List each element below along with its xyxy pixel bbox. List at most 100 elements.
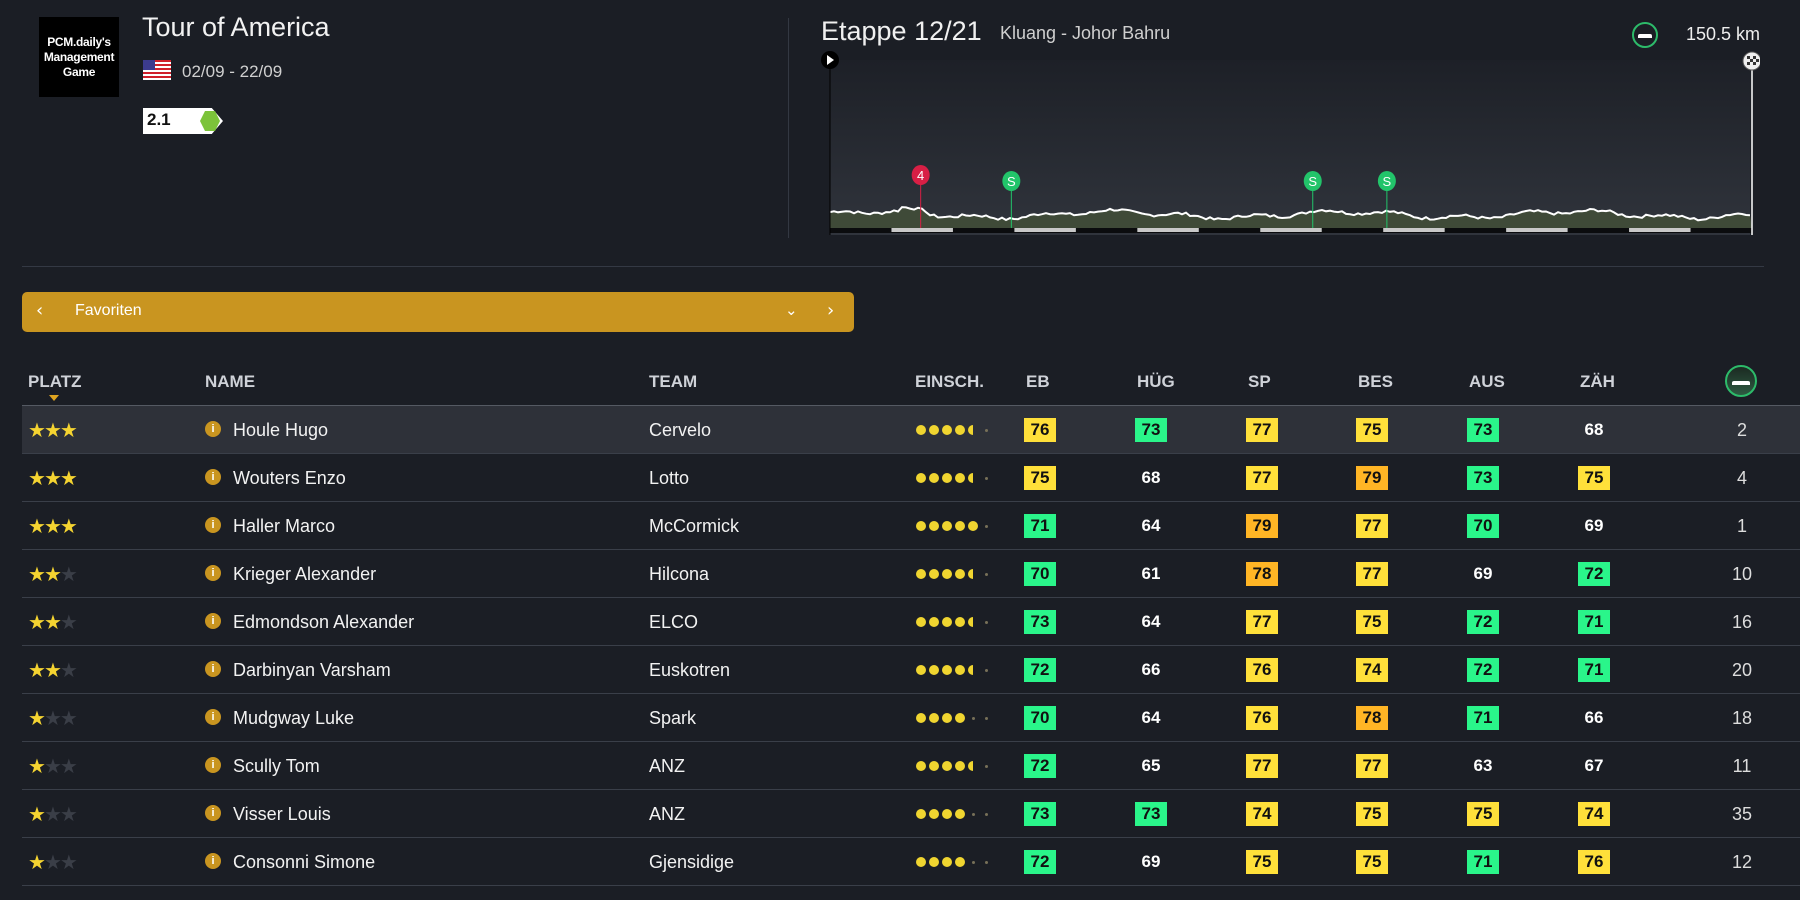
climb-marker-icon[interactable]: [911, 165, 930, 185]
stat-aus: 70: [1467, 514, 1499, 538]
table-row[interactable]: ★★★ i Haller Marco McCormick 71 64 79 77 70 6…: [22, 502, 1800, 550]
marker-label: S: [1007, 174, 1016, 189]
favorite-stars: ★★★: [28, 802, 78, 826]
rider-name[interactable]: Mudgway Luke: [233, 708, 355, 728]
team-name: Gjensidige: [649, 852, 735, 872]
divider: [22, 266, 1764, 267]
flat-rank: 18: [1731, 708, 1753, 728]
flat-rank-header-icon[interactable]: [1725, 365, 1757, 397]
stat-zah: 69: [1584, 516, 1604, 535]
flat-rank: 10: [1731, 564, 1753, 584]
header-hug[interactable]: HÜG: [1137, 372, 1175, 391]
rider-name[interactable]: Krieger Alexander: [233, 564, 377, 584]
rider-name[interactable]: Houle Hugo: [233, 420, 329, 440]
stat-bes: 75: [1356, 850, 1388, 874]
chevron-right-icon[interactable]: ›: [827, 300, 835, 321]
info-icon[interactable]: i: [205, 517, 221, 533]
favorite-stars: ★★★: [28, 850, 78, 874]
table-row[interactable]: ★★★ i Krieger Alexander Hilcona 70 61 78 77…: [22, 550, 1800, 598]
sort-desc-icon: [49, 395, 59, 401]
header-team[interactable]: TEAM: [649, 372, 698, 391]
stat-hug: 69: [1141, 852, 1161, 871]
chevron-left-icon[interactable]: ‹: [36, 300, 44, 321]
table-row[interactable]: ★★★ i Scully Tom ANZ 72 65 77 77 63 67 11: [22, 742, 1800, 790]
stat-zah: 67: [1584, 756, 1604, 775]
rating-dots: [915, 424, 992, 436]
team-name: Euskotren: [649, 660, 731, 680]
category-hex-icon: [200, 111, 220, 131]
rating-dots: [915, 856, 992, 868]
sprint-marker-icon[interactable]: [1002, 171, 1021, 191]
header-zah[interactable]: ZÄH: [1580, 372, 1615, 391]
stat-aus: 73: [1467, 466, 1499, 490]
table-row[interactable]: ★★★ i Darbinyan Varsham Euskotren 72 66 76…: [22, 646, 1800, 694]
stat-aus: 73: [1467, 418, 1499, 442]
team-name: ANZ: [649, 756, 685, 776]
stat-eb: 70: [1024, 706, 1056, 730]
info-icon[interactable]: i: [205, 421, 221, 437]
team-name: ANZ: [649, 804, 685, 824]
rider-name[interactable]: Haller Marco: [233, 516, 336, 536]
stat-zah: 74: [1578, 802, 1610, 826]
rating-dots: [915, 616, 992, 628]
sprint-marker-icon[interactable]: [1303, 171, 1322, 191]
stat-eb: 73: [1024, 802, 1056, 826]
stat-zah: 68: [1584, 420, 1604, 439]
info-icon[interactable]: i: [205, 853, 221, 869]
stat-zah: 66: [1584, 708, 1604, 727]
chevron-down-icon[interactable]: ⌄: [785, 301, 798, 319]
info-icon[interactable]: i: [205, 613, 221, 629]
header-platz[interactable]: PLATZ: [28, 372, 82, 391]
stage-distance: 150.5 km: [1686, 24, 1761, 44]
stat-zah: 76: [1578, 850, 1610, 874]
list-selector[interactable]: ‹ Favoriten ⌄ ›: [22, 292, 854, 332]
table-row[interactable]: ★★★ i Edmondson Alexander ELCO 73 64 77 75 7…: [22, 598, 1800, 646]
stat-eb: 72: [1024, 850, 1056, 874]
stat-bes: 77: [1356, 514, 1388, 538]
stat-sp: 77: [1246, 418, 1278, 442]
stat-sp: 77: [1246, 754, 1278, 778]
flat-rank: 2: [1736, 420, 1747, 440]
stat-eb: 71: [1024, 514, 1056, 538]
flat-rank: 11: [1732, 756, 1752, 776]
rider-name[interactable]: Visser Louis: [233, 804, 331, 824]
info-icon[interactable]: i: [205, 805, 221, 821]
favorite-stars: ★★★: [28, 466, 78, 490]
table-row[interactable]: ★★★ i Visser Louis ANZ 73 73 74 75 75 74 35: [22, 790, 1800, 838]
table-row[interactable]: ★★★ i Wouters Enzo Lotto 75 68 77 79 73 75 4: [22, 454, 1800, 502]
favorite-stars: ★★★: [28, 562, 78, 586]
category-label: 2.1: [147, 110, 171, 129]
header-einsch[interactable]: EINSCH.: [915, 372, 984, 391]
header-sp[interactable]: SP: [1248, 372, 1271, 391]
table-row[interactable]: ★★★ i Consonni Simone Gjensidige 72 69 75 7…: [22, 838, 1800, 886]
header-bes[interactable]: BES: [1358, 372, 1393, 391]
us-flag-icon: [143, 60, 171, 80]
sprint-marker-icon[interactable]: [1377, 171, 1396, 191]
info-icon[interactable]: i: [205, 469, 221, 485]
stat-sp: 79: [1246, 514, 1278, 538]
header-name[interactable]: NAME: [205, 372, 256, 391]
stat-eb: 73: [1024, 610, 1056, 634]
header-aus[interactable]: AUS: [1469, 372, 1505, 391]
stat-sp: 76: [1246, 658, 1278, 682]
info-icon[interactable]: i: [205, 661, 221, 677]
header-eb[interactable]: EB: [1026, 372, 1050, 391]
rider-name[interactable]: Edmondson Alexander: [233, 612, 415, 632]
logo-text: PCM.daily's Management Game: [43, 34, 115, 79]
table-row[interactable]: ★★★ i Mudgway Luke Spark 70 64 76 78 71 66 18: [22, 694, 1800, 742]
rider-name[interactable]: Scully Tom: [233, 756, 320, 776]
stat-eb: 75: [1024, 466, 1056, 490]
stat-bes: 75: [1356, 610, 1388, 634]
info-icon[interactable]: i: [205, 709, 221, 725]
rider-name[interactable]: Wouters Enzo: [233, 468, 346, 488]
stat-hug: 68: [1141, 468, 1161, 487]
stat-sp: 74: [1246, 802, 1278, 826]
info-icon[interactable]: i: [205, 757, 221, 773]
info-icon[interactable]: i: [205, 565, 221, 581]
rider-name[interactable]: Darbinyan Varsham: [233, 660, 391, 680]
table-row[interactable]: ★★★ i Houle Hugo Cervelo 76 73 77 75 73 68 2: [22, 406, 1800, 454]
marker-label: S: [1308, 174, 1317, 189]
stat-bes: 74: [1356, 658, 1388, 682]
rider-name[interactable]: Consonni Simone: [233, 852, 376, 872]
favorite-stars: ★★★: [28, 754, 78, 778]
